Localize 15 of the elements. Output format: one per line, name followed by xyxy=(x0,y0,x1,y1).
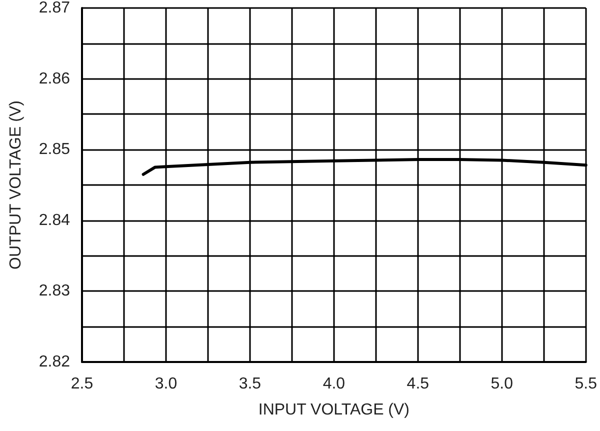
y-tick-label: 2.83 xyxy=(38,282,70,300)
y-tick-label: 2.82 xyxy=(38,354,70,370)
y-tick-label: 2.86 xyxy=(38,70,70,88)
y-axis-title: OUTPUT VOLTAGE (V) xyxy=(8,100,24,270)
x-tick-label: 3.5 xyxy=(238,376,262,392)
x-tick-label: 3.0 xyxy=(154,376,178,392)
x-tick-label: 2.5 xyxy=(70,376,94,392)
x-tick-label: 5.0 xyxy=(490,376,514,392)
y-tick-label: 2.85 xyxy=(38,141,70,158)
y-tick-label: 2.87 xyxy=(38,0,70,16)
y-tick-label: 2.84 xyxy=(38,212,70,229)
x-axis-title: INPUT VOLTAGE (V) xyxy=(258,402,410,418)
x-tick-label: 4.5 xyxy=(406,376,430,392)
x-tick-label: 5.5 xyxy=(574,376,598,392)
x-tick-label: 4.0 xyxy=(322,376,346,392)
